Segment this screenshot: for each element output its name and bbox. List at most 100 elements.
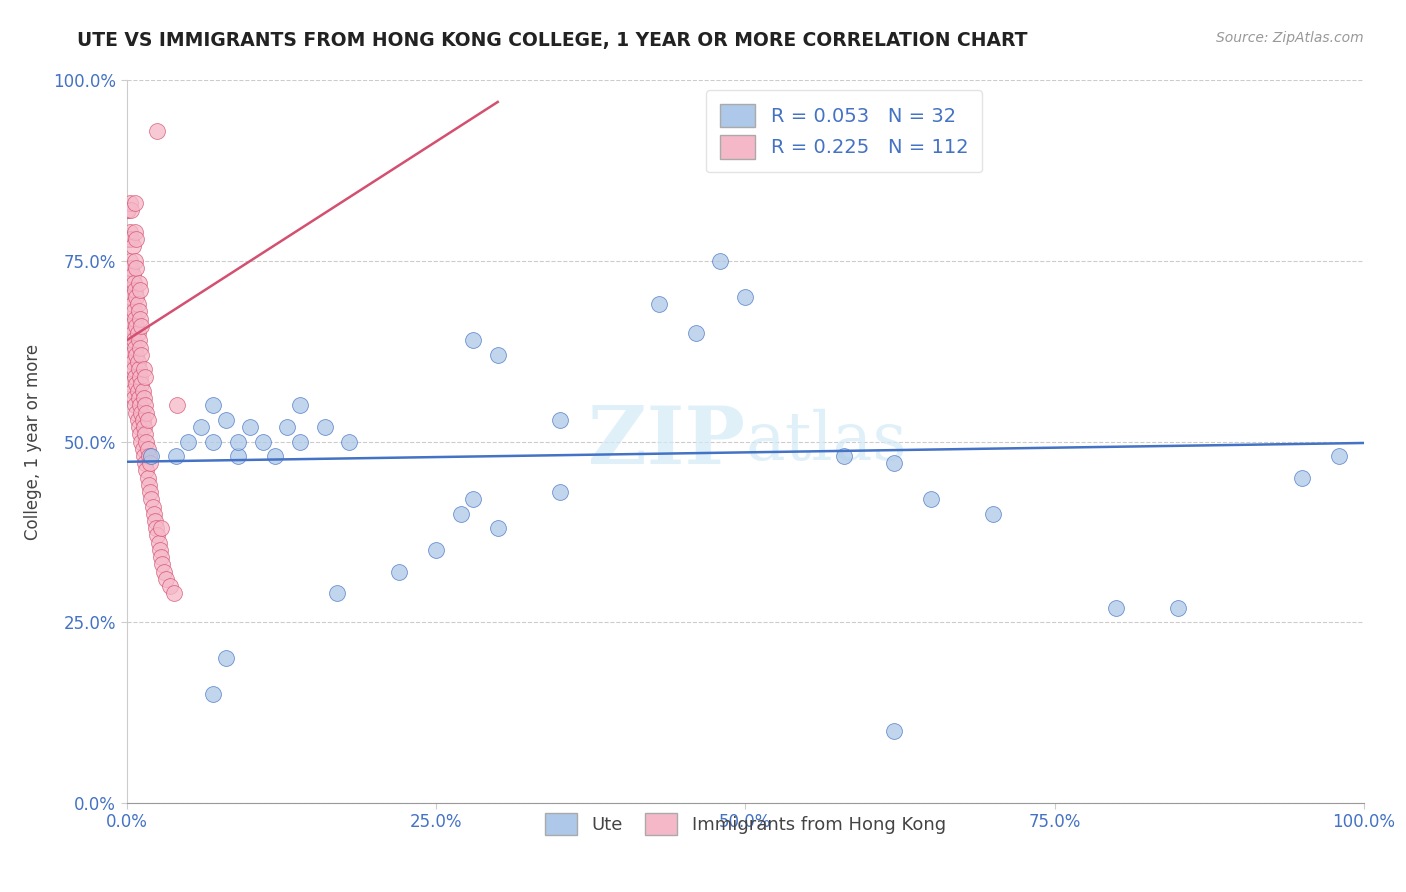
Point: [127, 384, 149, 398]
Point: [131, 406, 153, 420]
Point: [136, 442, 159, 456]
Point: [121, 326, 143, 340]
Point: [127, 326, 149, 340]
Point: [1167, 600, 1189, 615]
Point: [486, 348, 509, 362]
Point: [135, 406, 157, 420]
Point: [141, 492, 163, 507]
Point: [120, 311, 142, 326]
Y-axis label: College, 1 year or more: College, 1 year or more: [24, 343, 42, 540]
Point: [136, 470, 159, 484]
Point: [120, 253, 142, 268]
Point: [276, 420, 298, 434]
Point: [122, 362, 145, 376]
Point: [129, 398, 152, 412]
Point: [125, 406, 148, 420]
Point: [709, 253, 731, 268]
Point: [139, 485, 162, 500]
Point: [124, 283, 146, 297]
Point: [337, 434, 360, 449]
Point: [117, 290, 139, 304]
Point: [150, 550, 173, 565]
Point: [165, 449, 187, 463]
Point: [136, 413, 159, 427]
Point: [177, 434, 200, 449]
Point: [121, 318, 143, 333]
Point: [134, 427, 156, 442]
Point: [141, 500, 163, 514]
Point: [162, 586, 184, 600]
Point: [143, 514, 166, 528]
Point: [121, 268, 143, 283]
Point: [135, 463, 157, 477]
Point: [132, 449, 155, 463]
Point: [125, 290, 148, 304]
Point: [129, 341, 152, 355]
Point: [121, 290, 143, 304]
Point: [131, 413, 153, 427]
Point: [314, 420, 336, 434]
Point: [117, 232, 139, 246]
Point: [129, 369, 152, 384]
Point: [115, 203, 138, 218]
Point: [121, 261, 143, 276]
Point: [647, 297, 669, 311]
Point: [226, 434, 249, 449]
Point: [128, 362, 150, 376]
Point: [214, 413, 236, 427]
Point: [190, 420, 212, 434]
Point: [128, 420, 150, 434]
Point: [115, 232, 138, 246]
Point: [121, 297, 143, 311]
Point: [117, 203, 139, 218]
Point: [155, 572, 177, 586]
Point: [129, 311, 152, 326]
Point: [920, 492, 942, 507]
Point: [120, 225, 142, 239]
Point: [288, 434, 311, 449]
Point: [118, 348, 141, 362]
Point: [129, 427, 152, 442]
Point: [226, 449, 249, 463]
Point: [131, 442, 153, 456]
Point: [138, 449, 160, 463]
Point: [124, 196, 146, 211]
Point: [121, 384, 143, 398]
Point: [152, 558, 174, 572]
Point: [125, 318, 148, 333]
Point: [166, 398, 188, 412]
Text: ZIP: ZIP: [588, 402, 745, 481]
Point: [115, 276, 138, 290]
Point: [122, 304, 145, 318]
Point: [131, 434, 153, 449]
Point: [142, 507, 165, 521]
Text: Source: ZipAtlas.com: Source: ZipAtlas.com: [1216, 31, 1364, 45]
Point: [128, 276, 150, 290]
Point: [125, 261, 148, 276]
Point: [134, 369, 156, 384]
Point: [124, 311, 146, 326]
Point: [148, 535, 170, 549]
Point: [138, 478, 160, 492]
Point: [118, 232, 141, 246]
Point: [127, 297, 149, 311]
Point: [134, 398, 156, 412]
Point: [264, 449, 287, 463]
Point: [122, 391, 145, 405]
Point: [883, 456, 905, 470]
Point: [832, 449, 855, 463]
Point: [548, 485, 571, 500]
Point: [132, 420, 155, 434]
Point: [124, 225, 146, 239]
Point: [548, 413, 571, 427]
Point: [120, 341, 142, 355]
Point: [124, 341, 146, 355]
Text: UTE VS IMMIGRANTS FROM HONG KONG COLLEGE, 1 YEAR OR MORE CORRELATION CHART: UTE VS IMMIGRANTS FROM HONG KONG COLLEGE…: [77, 31, 1028, 50]
Point: [121, 348, 143, 362]
Legend: Ute, Immigrants from Hong Kong: Ute, Immigrants from Hong Kong: [536, 805, 955, 845]
Point: [131, 318, 153, 333]
Point: [121, 232, 143, 246]
Point: [121, 239, 143, 253]
Point: [118, 290, 141, 304]
Point: [685, 326, 707, 340]
